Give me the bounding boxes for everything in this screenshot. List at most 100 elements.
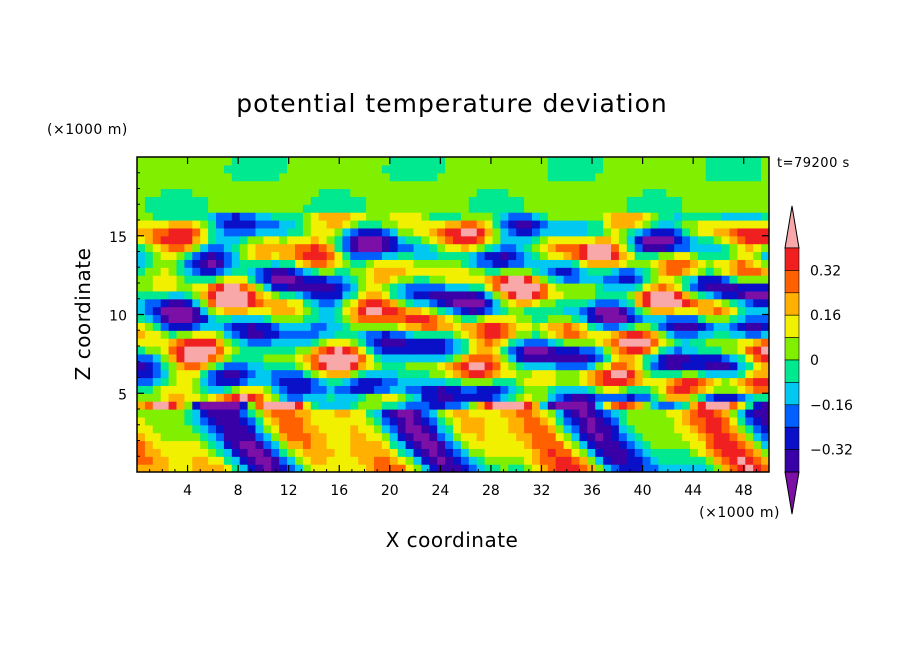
- contour-cell: [603, 330, 612, 339]
- contour-cell: [500, 401, 509, 410]
- contour-cell: [555, 204, 565, 213]
- contour-cell: [381, 251, 391, 260]
- contour-cell: [223, 346, 233, 355]
- contour-cell: [302, 290, 312, 300]
- contour-cell: [152, 283, 162, 292]
- contour-cell: [579, 338, 588, 347]
- contour-cell: [761, 267, 769, 276]
- contour-cell: [539, 298, 549, 308]
- contour-cell: [302, 322, 312, 331]
- contour-cell: [532, 346, 541, 355]
- contour-cell: [429, 456, 438, 465]
- contour-cell: [705, 464, 715, 472]
- contour-cell: [579, 401, 588, 410]
- contour-cell: [729, 369, 738, 379]
- contour-cell: [239, 361, 249, 371]
- contour-cell: [705, 172, 715, 182]
- contour-cell: [231, 259, 241, 268]
- contour-cell: [137, 220, 146, 229]
- contour-cell: [318, 361, 328, 371]
- contour-cell: [216, 180, 225, 190]
- contour-cell: [287, 204, 296, 213]
- contour-cell: [342, 401, 351, 410]
- contour-cell: [302, 212, 312, 221]
- contour-cell: [405, 220, 415, 229]
- contour-cell: [152, 227, 162, 237]
- contour-cell: [626, 448, 636, 457]
- contour-cell: [247, 353, 257, 363]
- contour-cell: [721, 369, 731, 379]
- contour-cell: [192, 298, 201, 308]
- contour-cell: [682, 353, 691, 363]
- contour-cell: [208, 235, 217, 245]
- contour-cell: [223, 259, 233, 268]
- contour-cell: [579, 306, 588, 316]
- contour-cell: [366, 353, 375, 363]
- contour-cell: [650, 275, 659, 284]
- contour-cell: [374, 306, 383, 316]
- contour-cell: [279, 416, 288, 426]
- contour-cell: [223, 464, 233, 472]
- contour-cell: [721, 409, 731, 418]
- contour-cell: [168, 283, 178, 292]
- contour-cell: [176, 424, 185, 434]
- contour-cell: [263, 251, 272, 260]
- contour-cell: [555, 172, 565, 182]
- contour-cell: [144, 346, 154, 355]
- contour-cell: [208, 432, 217, 442]
- contour-cell: [160, 267, 170, 276]
- contour-cell: [666, 448, 675, 457]
- contour-cell: [595, 464, 604, 472]
- contour-cell: [437, 298, 446, 308]
- contour-cell: [200, 204, 209, 213]
- contour-cell: [358, 227, 367, 237]
- contour-cell: [587, 409, 596, 418]
- contour-cell: [334, 188, 343, 197]
- contour-cell: [674, 188, 683, 197]
- contour-cell: [595, 180, 604, 190]
- contour-cell: [397, 172, 407, 182]
- contour-cell: [571, 456, 580, 465]
- contour-cell: [405, 346, 415, 355]
- contour-cell: [603, 188, 612, 197]
- contour-cell: [516, 267, 525, 276]
- contour-cell: [737, 338, 746, 347]
- contour-cell: [571, 393, 580, 402]
- contour-cell: [587, 416, 596, 426]
- contour-cell: [437, 220, 446, 229]
- contour-cell: [571, 259, 580, 268]
- contour-cell: [137, 464, 146, 472]
- contour-cell: [397, 164, 407, 174]
- contour-cell: [421, 377, 430, 386]
- contour-cell: [579, 346, 588, 355]
- contour-cell: [421, 424, 430, 434]
- contour-cell: [539, 290, 549, 300]
- contour-cell: [666, 164, 675, 174]
- contour-cell: [168, 204, 178, 213]
- contour-cell: [563, 456, 573, 465]
- contour-cell: [579, 416, 588, 426]
- contour-cell: [603, 369, 612, 379]
- contour-cell: [239, 440, 249, 449]
- contour-cell: [239, 322, 249, 331]
- contour-cell: [713, 164, 723, 174]
- contour-cell: [516, 212, 525, 221]
- contour-cell: [484, 220, 494, 229]
- contour-cell: [231, 251, 241, 260]
- contour-cell: [421, 283, 430, 292]
- contour-cell: [239, 188, 249, 197]
- contour-cell: [271, 298, 280, 308]
- contour-cell: [144, 369, 154, 379]
- contour-cell: [429, 377, 438, 386]
- contour-cell: [603, 157, 612, 166]
- contour-cell: [618, 180, 628, 190]
- contour-cell: [705, 243, 715, 253]
- colorbar-segment: [784, 205, 800, 249]
- contour-cell: [745, 448, 754, 457]
- contour-cell: [374, 243, 383, 253]
- contour-cell: [287, 251, 296, 260]
- contour-cell: [729, 464, 738, 472]
- contour-cell: [334, 196, 343, 205]
- contour-cell: [405, 338, 415, 347]
- contour-cell: [753, 353, 762, 363]
